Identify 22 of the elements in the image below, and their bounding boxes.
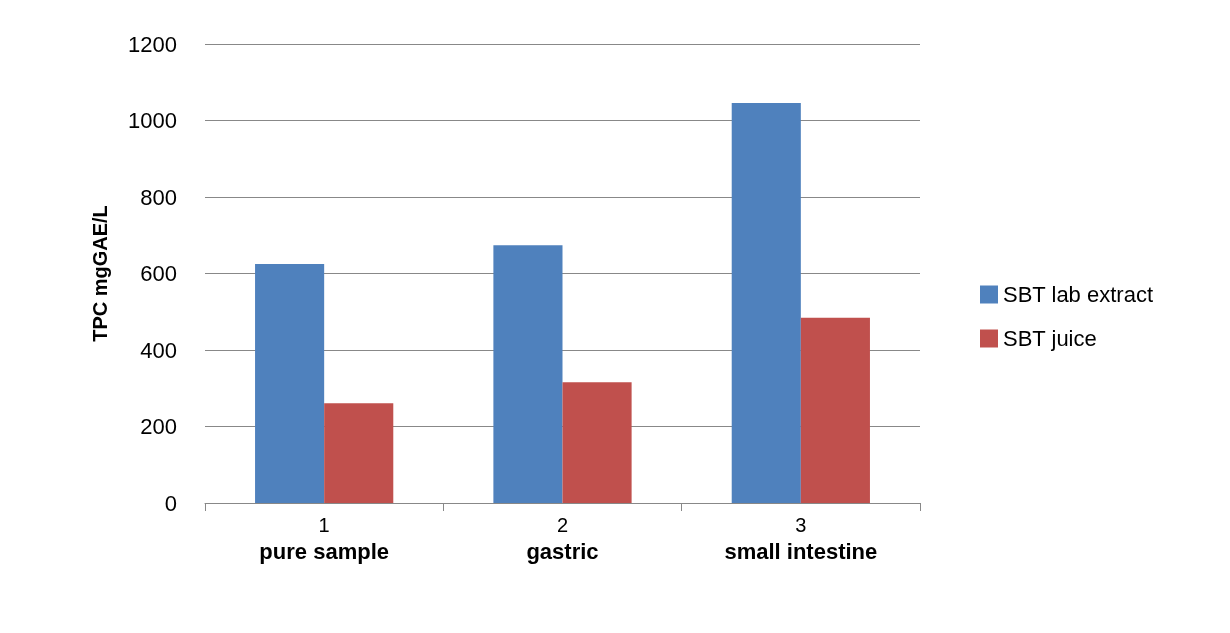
- y-tick-label: 400: [140, 337, 177, 363]
- text: gastric: [526, 538, 599, 564]
- bar: [800, 317, 870, 503]
- bar: [324, 403, 394, 503]
- y-tick-label: 1200: [128, 31, 177, 57]
- y-tick-label: 600: [140, 261, 177, 286]
- x-tick-label: 1: [318, 514, 330, 536]
- legend-label: SBT lab extract: [1003, 282, 1153, 307]
- y-tick-label: 1000: [128, 108, 177, 133]
- y-tick-label: 800: [140, 184, 177, 210]
- legend-label: SBT juice: [1003, 326, 1097, 351]
- bar: [731, 102, 801, 503]
- bar: [255, 263, 325, 503]
- bar: [562, 382, 632, 503]
- bar: [493, 245, 563, 503]
- y-tick-label: 200: [140, 414, 177, 439]
- text: pure sample: [259, 538, 389, 564]
- text: small intestine: [724, 538, 878, 564]
- x-tick-label: 3: [795, 514, 807, 536]
- x-tick-label: 2: [556, 514, 569, 536]
- y-axis-title: TPC mgGAE/L: [89, 205, 111, 342]
- y-tick-label: 0: [164, 490, 177, 516]
